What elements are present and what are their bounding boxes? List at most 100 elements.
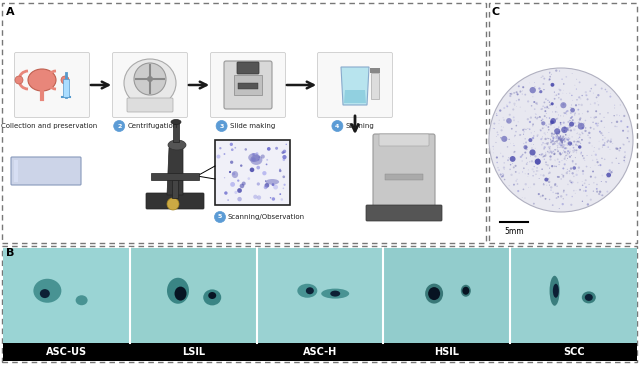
Circle shape	[616, 126, 618, 127]
Circle shape	[556, 94, 557, 96]
Circle shape	[526, 149, 527, 150]
Circle shape	[550, 83, 554, 87]
Circle shape	[549, 72, 550, 73]
Circle shape	[509, 93, 511, 95]
Circle shape	[545, 98, 547, 100]
Circle shape	[566, 114, 567, 115]
Circle shape	[562, 139, 564, 141]
Circle shape	[551, 152, 553, 154]
Circle shape	[570, 143, 572, 144]
Circle shape	[253, 195, 257, 199]
Circle shape	[502, 175, 504, 177]
Circle shape	[61, 76, 69, 84]
FancyBboxPatch shape	[113, 53, 188, 118]
Circle shape	[275, 147, 278, 150]
Circle shape	[580, 134, 581, 135]
Circle shape	[501, 126, 502, 127]
Polygon shape	[14, 160, 18, 182]
Circle shape	[577, 132, 578, 133]
Circle shape	[549, 168, 550, 169]
Circle shape	[597, 101, 598, 102]
Circle shape	[542, 195, 544, 197]
Circle shape	[557, 138, 559, 139]
Circle shape	[597, 94, 600, 96]
Circle shape	[598, 193, 600, 195]
Circle shape	[503, 119, 505, 121]
Circle shape	[279, 169, 282, 172]
Circle shape	[580, 189, 581, 190]
Circle shape	[541, 75, 544, 77]
Circle shape	[267, 147, 271, 151]
Circle shape	[556, 133, 558, 136]
Circle shape	[595, 116, 596, 118]
Circle shape	[536, 134, 539, 136]
Circle shape	[596, 159, 598, 160]
Circle shape	[568, 151, 571, 153]
Circle shape	[547, 126, 549, 128]
Circle shape	[559, 139, 561, 141]
Circle shape	[568, 135, 570, 136]
Circle shape	[572, 150, 573, 151]
Circle shape	[495, 142, 497, 143]
Circle shape	[556, 135, 557, 137]
Circle shape	[575, 174, 578, 176]
Circle shape	[561, 143, 562, 144]
Circle shape	[545, 178, 548, 181]
Text: Slide making: Slide making	[230, 123, 275, 129]
Circle shape	[554, 154, 555, 155]
Circle shape	[554, 149, 556, 151]
Circle shape	[500, 153, 501, 154]
Circle shape	[499, 169, 500, 171]
Circle shape	[547, 144, 548, 145]
Circle shape	[570, 168, 572, 170]
Text: B: B	[6, 248, 14, 258]
Circle shape	[600, 120, 602, 122]
Circle shape	[563, 103, 564, 105]
Circle shape	[584, 182, 586, 184]
Circle shape	[541, 153, 543, 155]
Circle shape	[521, 155, 523, 157]
Circle shape	[590, 167, 591, 168]
Circle shape	[516, 179, 517, 180]
Circle shape	[538, 158, 539, 160]
Circle shape	[554, 130, 556, 131]
Circle shape	[550, 151, 552, 153]
Circle shape	[598, 165, 599, 166]
Circle shape	[507, 159, 509, 161]
Circle shape	[562, 140, 563, 141]
Ellipse shape	[553, 284, 559, 298]
Circle shape	[556, 193, 557, 194]
Circle shape	[559, 161, 560, 163]
Circle shape	[595, 84, 596, 86]
Circle shape	[611, 162, 613, 164]
Circle shape	[545, 134, 546, 135]
Circle shape	[500, 129, 502, 131]
Circle shape	[550, 139, 551, 140]
Circle shape	[522, 86, 524, 88]
Circle shape	[542, 136, 543, 137]
Ellipse shape	[40, 289, 50, 298]
Circle shape	[527, 128, 529, 129]
Circle shape	[606, 91, 608, 92]
Circle shape	[561, 139, 562, 140]
Circle shape	[576, 125, 577, 126]
Circle shape	[564, 112, 567, 114]
Circle shape	[561, 102, 566, 108]
Circle shape	[579, 137, 580, 138]
Circle shape	[602, 174, 604, 176]
Circle shape	[541, 121, 545, 126]
Circle shape	[546, 117, 547, 118]
Circle shape	[575, 163, 577, 165]
Circle shape	[594, 102, 596, 104]
Circle shape	[567, 150, 569, 152]
Circle shape	[559, 138, 561, 140]
Circle shape	[565, 155, 567, 156]
Circle shape	[513, 166, 515, 168]
Circle shape	[545, 153, 547, 155]
Circle shape	[242, 181, 246, 185]
Circle shape	[559, 153, 562, 155]
Text: HSIL: HSIL	[435, 347, 460, 357]
Circle shape	[517, 190, 519, 192]
Circle shape	[561, 139, 562, 141]
Circle shape	[566, 76, 567, 78]
